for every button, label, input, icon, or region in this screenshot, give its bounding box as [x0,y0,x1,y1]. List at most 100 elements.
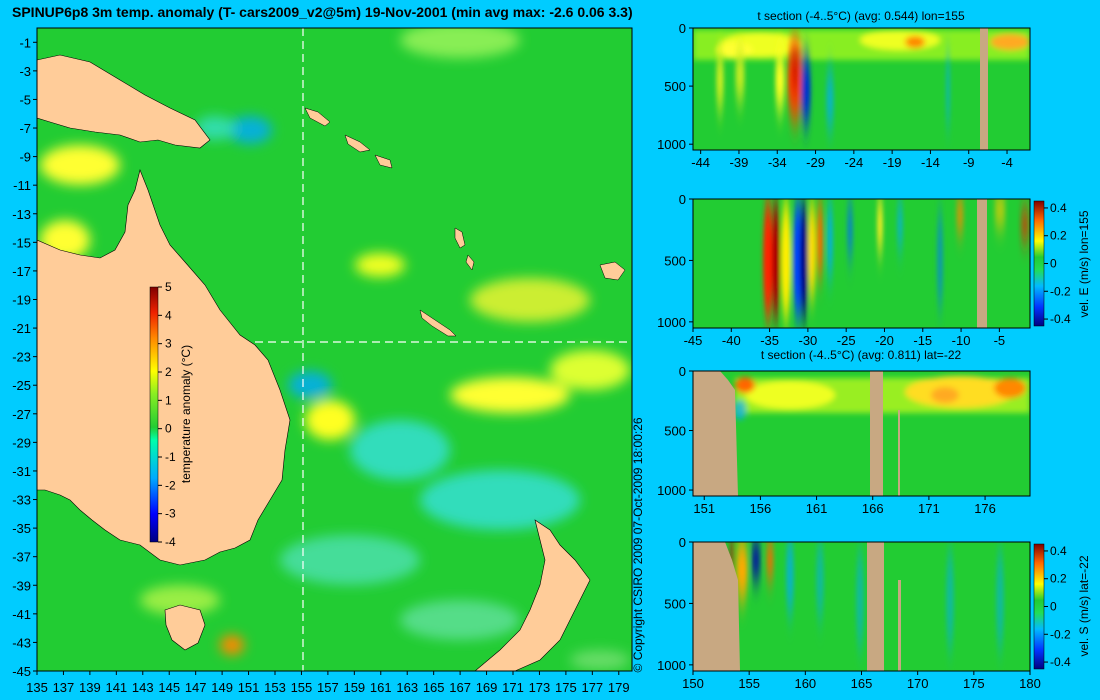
map-y-tick-label: -27 [12,407,31,422]
section-1-y-ticks: 0 500 1000 [657,21,693,152]
map-x-tick-label: 155 [291,680,313,695]
section-2-x-tick-label: -10 [952,333,971,348]
section-2-colorbar-ticks: 0.4 0.2 0 -0.2 -0.4 [1044,201,1071,326]
australia-land [37,169,291,566]
map-y-tick-labels: -1 -3 -5 -7 -9 -11 -13 -15 -17 -19 -21 -23 -25 -27 -29… [12,35,37,679]
fiji-land [599,261,626,281]
map-y-tick-label: -41 [12,607,31,622]
section-1-x-tick-label: -4 [1001,155,1013,170]
section-4-x-ticks: 150 155 160 165 170 175 180 [682,671,1041,691]
copyright-text: © Copyright CSIRO 2009 07-Oct-2009 18:00… [631,417,645,672]
section-4-x-tick-label: 160 [794,676,816,691]
section-3-x-tick-label: 166 [862,501,884,516]
map-colorbar-label: temperature anomaly (°C) [179,345,193,483]
section-4-colorbar-tick-label: -0.4 [1050,655,1071,669]
section-4-y-tick-label: 500 [664,596,686,611]
map-x-tick-label: 159 [343,680,365,695]
map-y-tick-label: -1 [19,35,31,50]
map-y-tick-label: -9 [19,150,31,165]
section-2-x-tick-label: -40 [722,333,741,348]
section-2-x-tick-label: -45 [684,333,703,348]
map-x-tick-label: 149 [211,680,233,695]
map-x-tick-label: 177 [581,680,603,695]
section-2-colorbar-tick-label: -0.4 [1050,312,1071,326]
map-y-tick-label: -3 [19,64,31,79]
map-x-tick-label: 169 [476,680,498,695]
section-2-colorbar-tick-label: -0.2 [1050,284,1071,298]
section-1-y-tick-label: 1000 [657,137,686,152]
new-caledonia-land [419,309,457,337]
section-4-y-ticks: 0 500 1000 [657,535,693,673]
png-land [37,54,211,149]
tasmania-land [164,604,206,651]
map-y-tick-label: -43 [12,635,31,650]
map-y-tick-label: -19 [12,292,31,307]
map-y-tick-label: -7 [19,121,31,136]
section-2-y-tick-label: 1000 [657,315,686,330]
page-title: SPINUP6p8 3m temp. anomaly (T- cars2009_… [12,4,633,20]
map-x-tick-label: 173 [529,680,551,695]
section-4-y-tick-label: 0 [679,535,686,550]
section-2-x-tick-label: -30 [798,333,817,348]
section-4-x-tick-label: 170 [907,676,929,691]
section-3-x-tick-label: 161 [806,501,828,516]
section-2-y-tick-label: 0 [679,192,686,207]
section-4-y-tick-label: 1000 [657,658,686,673]
section-1-x-tick-label: -34 [768,155,787,170]
map-x-tick-label: 141 [105,680,127,695]
map-x-tick-label: 161 [370,680,392,695]
section-1-land-mask [980,28,988,150]
temperature-anomaly-map: 135 137 139 141 143 145 147 149 151 153 155 157 159 1… [12,27,633,695]
section-2-x-tick-label: -20 [875,333,894,348]
section-3-x-tick-label: 171 [918,501,940,516]
map-x-tick-label: 157 [317,680,339,695]
section-3-y-tick-label: 500 [664,424,686,439]
section-1-title: t section (-4..5°C) (avg: 0.544) lon=155 [757,9,965,23]
map-frame [36,27,633,672]
section-3-x-tick-label: 156 [750,501,772,516]
section-1-plot: -44 -39 -34 -29 -24 -19 -14 -9 -4 0 500 1000 [657,21,1031,170]
section-4-colorbar-tick-label: 0 [1050,600,1057,614]
map-x-tick-label: 163 [396,680,418,695]
map-x-tick-label: 147 [185,680,207,695]
map-y-tick-label: -17 [12,264,31,279]
section-2-x-tick-label: -35 [760,333,779,348]
map-y-tick-label: -5 [19,92,31,107]
section-1-x-tick-label: -29 [806,155,825,170]
section-4-x-tick-label: 175 [963,676,985,691]
section-1-x-tick-label: -14 [921,155,940,170]
map-x-tick-label: 139 [79,680,101,695]
map-y-tick-label: -45 [12,664,31,679]
map-y-tick-label: -39 [12,578,31,593]
map-y-tick-label: -25 [12,378,31,393]
section-1-x-ticks: -44 -39 -34 -29 -24 -19 -14 -9 -4 [691,150,1013,170]
section-4-x-tick-label: 180 [1019,676,1041,691]
map-x-tick-label: 175 [555,680,577,695]
section-4-x-tick-label: 155 [738,676,760,691]
section-4-x-tick-label: 165 [851,676,873,691]
map-x-tick-label: 135 [26,680,48,695]
section-2-x-tick-label: -25 [837,333,856,348]
vanuatu-land [454,227,475,271]
map-colorbar [149,286,159,543]
map-y-tick-label: -21 [12,321,31,336]
map-colorbar-tick-label: 0 [165,422,172,436]
section-1-x-tick-label: -39 [730,155,749,170]
map-x-tick-label: 171 [502,680,524,695]
section-2-colorbar [1033,200,1045,327]
section-4-plot: 150 155 160 165 170 175 180 0 500 1000 0.4 0.2 0 -0… [657,535,1091,691]
map-y-tick-label: -15 [12,235,31,250]
map-y-tick-label: -31 [12,464,31,479]
section-1-x-tick-label: -19 [883,155,902,170]
section-3-x-tick-label: 176 [974,501,996,516]
section-1-y-tick-label: 0 [679,21,686,36]
section-3-title: t section (-4..5°C) (avg: 0.811) lat=-22 [761,348,962,362]
map-x-tick-label: 145 [158,680,180,695]
section-2-y-ticks: 0 500 1000 [657,192,693,330]
map-colorbar-tick-label: 3 [165,337,172,351]
section-2-colorbar-tick-label: 0.2 [1050,229,1067,243]
map-x-tick-label: 179 [608,680,630,695]
section-2-x-ticks: -45 -40 -35 -30 -25 -20 -15 -10 -5 [684,328,1005,348]
